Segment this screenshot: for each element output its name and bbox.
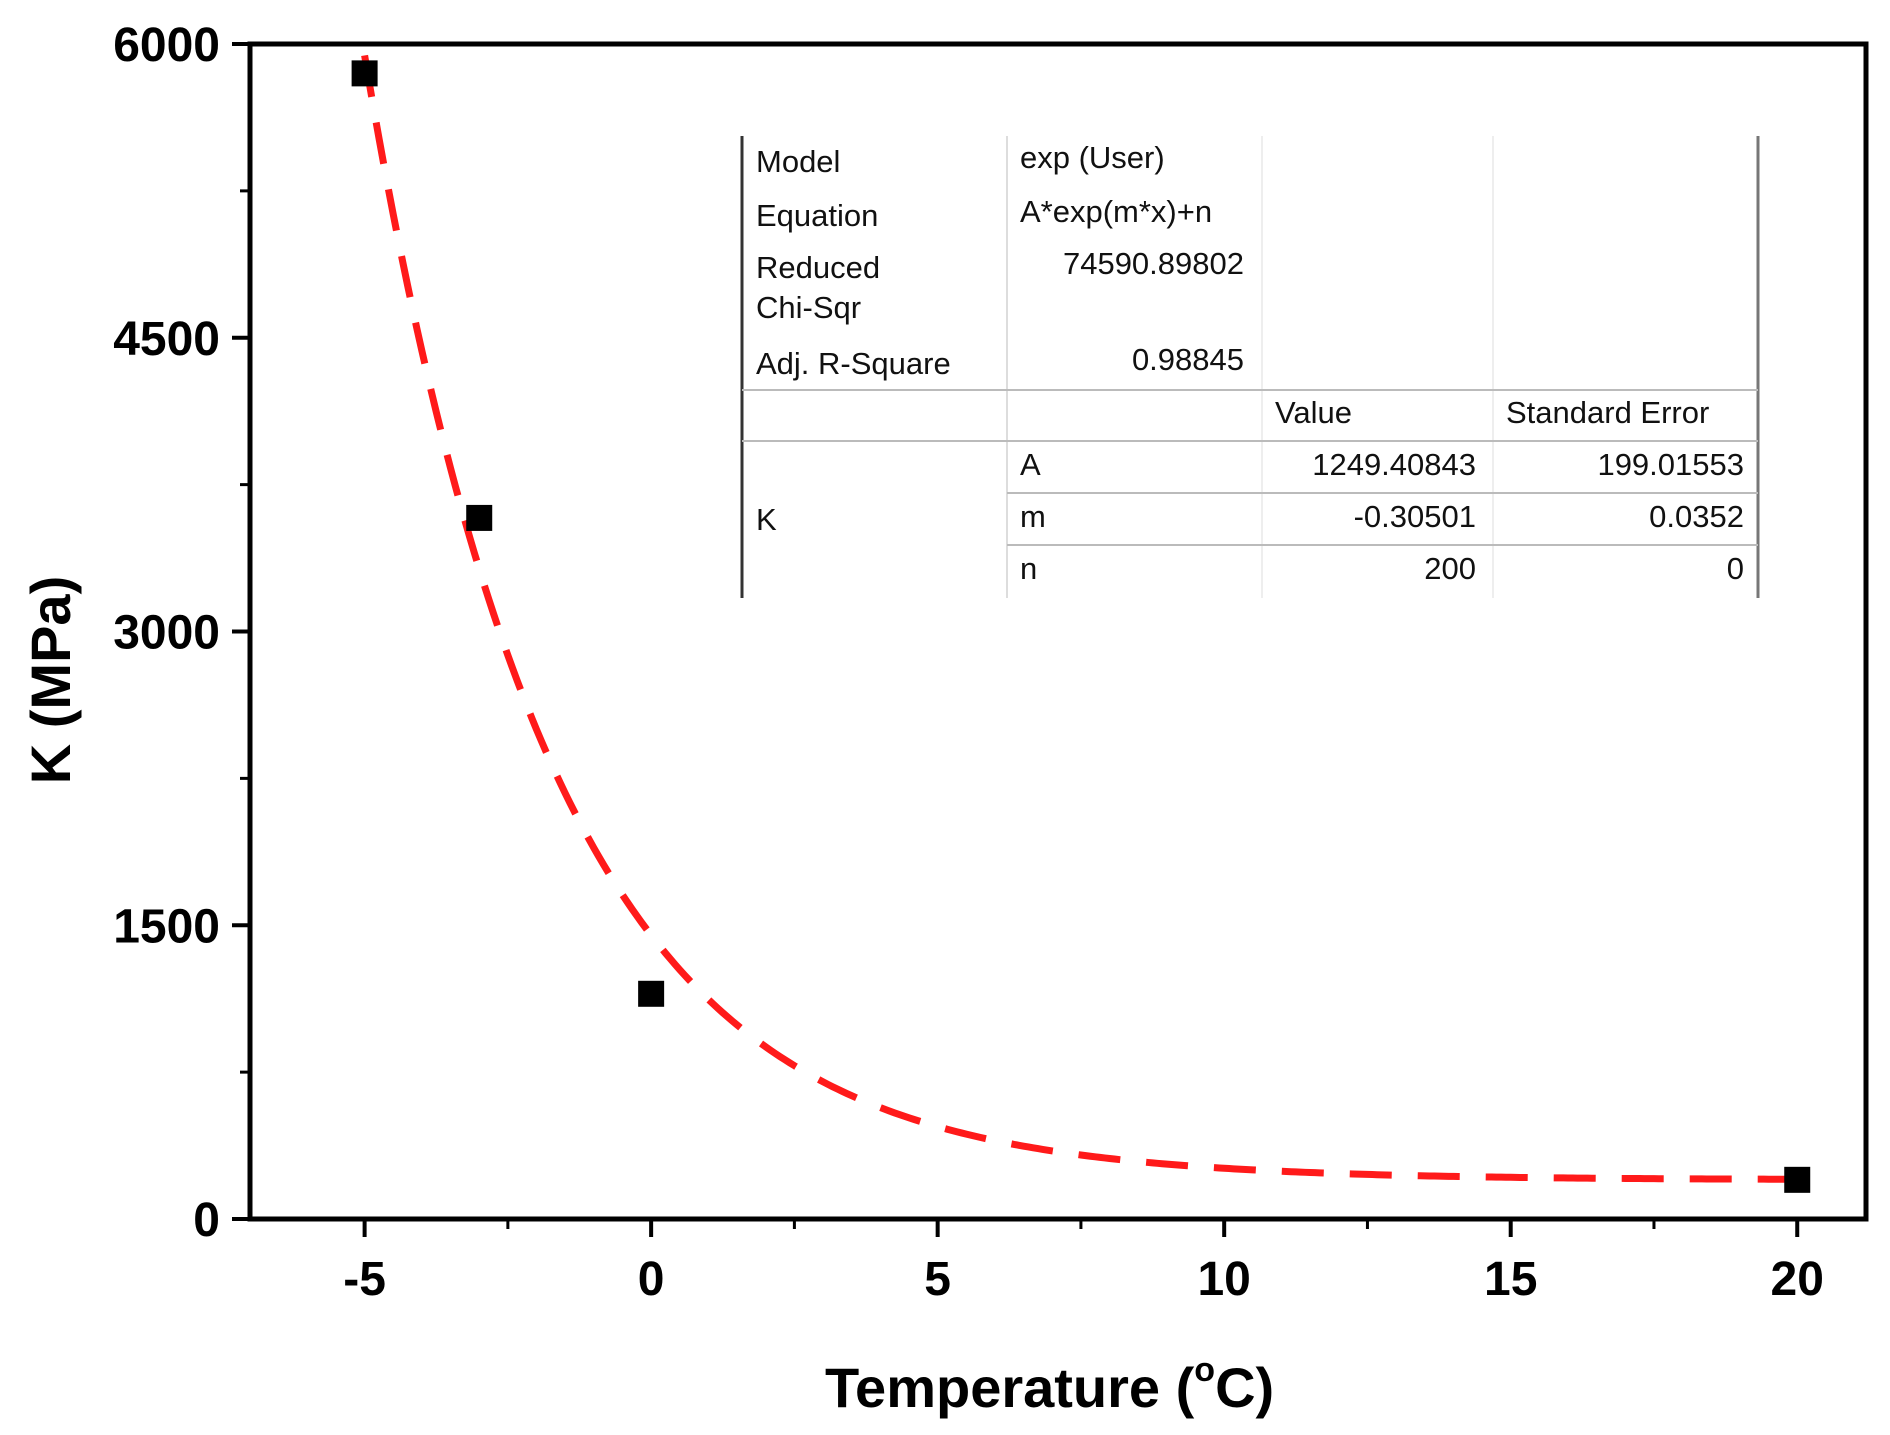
- plot-area: [250, 44, 1866, 1219]
- x-axis-title-degree: o: [1194, 1351, 1215, 1389]
- data-points-group: [351, 60, 1811, 1193]
- equation-label: Equation: [756, 198, 878, 233]
- fit-curve-group: [361, 54, 1798, 1183]
- y-tick-label: 6000: [113, 19, 220, 72]
- x-tick-label: 20: [1771, 1253, 1824, 1306]
- param-value: 1249.40843: [1312, 447, 1476, 482]
- fit-stats-table: Model exp (User) Equation A*exp(m*x)+n R…: [740, 136, 1760, 598]
- x-axis-title-main: Temperature (: [825, 1356, 1195, 1419]
- x-axis-title: Temperature (oC): [825, 1351, 1274, 1419]
- y-tick-label: 1500: [113, 900, 220, 953]
- param-group-label: K: [756, 502, 777, 537]
- adjr-label: Adj. R-Square: [756, 346, 951, 381]
- param-name: m: [1020, 499, 1046, 534]
- header-value: Value: [1275, 395, 1352, 430]
- model-value: exp (User): [1020, 140, 1165, 175]
- fit-line: [361, 54, 1798, 1183]
- chisq-value: 74590.89802: [1063, 246, 1244, 281]
- x-tick-labels: -5 0 5 10 15 20: [343, 1253, 1824, 1306]
- header-stderr: Standard Error: [1506, 395, 1709, 430]
- data-point: [351, 60, 378, 87]
- y-tick-label: 0: [193, 1194, 220, 1247]
- param-stderr: 0: [1727, 551, 1744, 586]
- model-label: Model: [756, 144, 840, 179]
- x-tick-label: 0: [638, 1253, 665, 1306]
- chisq-label-line1: Reduced: [756, 250, 880, 285]
- param-name: A: [1020, 447, 1041, 482]
- x-tick-label: -5: [343, 1253, 386, 1306]
- adjr-value: 0.98845: [1132, 342, 1244, 377]
- param-stderr: 199.01553: [1597, 447, 1744, 482]
- equation-value: A*exp(m*x)+n: [1020, 194, 1212, 229]
- x-tick-label: 10: [1197, 1253, 1250, 1306]
- param-name: n: [1020, 551, 1037, 586]
- x-tick-label: 5: [924, 1253, 951, 1306]
- data-point: [1784, 1166, 1811, 1193]
- y-tick-label: 3000: [113, 607, 220, 660]
- param-value: -0.30501: [1354, 499, 1476, 534]
- y-tick-label: 4500: [113, 313, 220, 366]
- x-tick-label: 15: [1484, 1253, 1537, 1306]
- data-point: [466, 504, 493, 531]
- y-tick-labels: 0 1500 3000 4500 6000: [113, 19, 220, 1247]
- data-point: [638, 980, 665, 1007]
- y-axis-title: K (MPa): [19, 576, 82, 784]
- x-axis-title-unit: C): [1215, 1356, 1274, 1419]
- plot-frame: [247, 41, 1869, 1222]
- param-value: 200: [1424, 551, 1476, 586]
- param-stderr: 0.0352: [1649, 499, 1744, 534]
- chisq-label-line2: Chi-Sqr: [756, 290, 861, 325]
